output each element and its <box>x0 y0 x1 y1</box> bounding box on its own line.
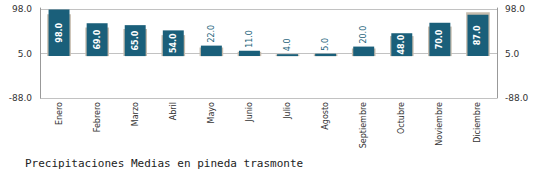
svg-text:5.0: 5.0 <box>18 49 33 59</box>
svg-text:98.0: 98.0 <box>505 4 525 14</box>
svg-text:11.0: 11.0 <box>245 30 254 48</box>
svg-text:98.0: 98.0 <box>12 4 32 14</box>
svg-text:54.0: 54.0 <box>169 33 178 53</box>
svg-text:Noviembre: Noviembre <box>435 102 444 146</box>
svg-text:87.0: 87.0 <box>473 25 482 45</box>
svg-text:Junio: Junio <box>245 102 254 123</box>
svg-text:Enero: Enero <box>55 102 64 125</box>
svg-text:5.0: 5.0 <box>321 38 330 51</box>
svg-text:5.0: 5.0 <box>505 49 520 59</box>
svg-text:48.0: 48.0 <box>397 34 406 54</box>
svg-text:Abril: Abril <box>169 102 178 120</box>
svg-text:Precipitaciones Medias en pine: Precipitaciones Medias en pineda trasmon… <box>25 157 303 170</box>
svg-text:Mayo: Mayo <box>207 102 216 124</box>
svg-text:Julio: Julio <box>283 102 292 120</box>
svg-text:4.0: 4.0 <box>283 38 292 51</box>
svg-text:69.0: 69.0 <box>93 29 102 49</box>
svg-text:-88.0: -88.0 <box>505 93 529 103</box>
svg-text:70.0: 70.0 <box>435 29 444 49</box>
svg-text:Septiembre: Septiembre <box>359 102 368 148</box>
svg-text:Octubre: Octubre <box>397 102 406 134</box>
svg-text:20.0: 20.0 <box>359 26 368 44</box>
svg-text:Marzo: Marzo <box>131 102 140 126</box>
svg-text:22.0: 22.0 <box>207 25 216 43</box>
svg-text:Febrero: Febrero <box>93 102 102 132</box>
svg-text:Diciembre: Diciembre <box>473 102 482 143</box>
svg-text:-88.0: -88.0 <box>9 93 33 103</box>
svg-text:Agosto: Agosto <box>321 102 330 130</box>
svg-text:65.0: 65.0 <box>131 30 140 50</box>
svg-text:98.0: 98.0 <box>55 22 64 42</box>
